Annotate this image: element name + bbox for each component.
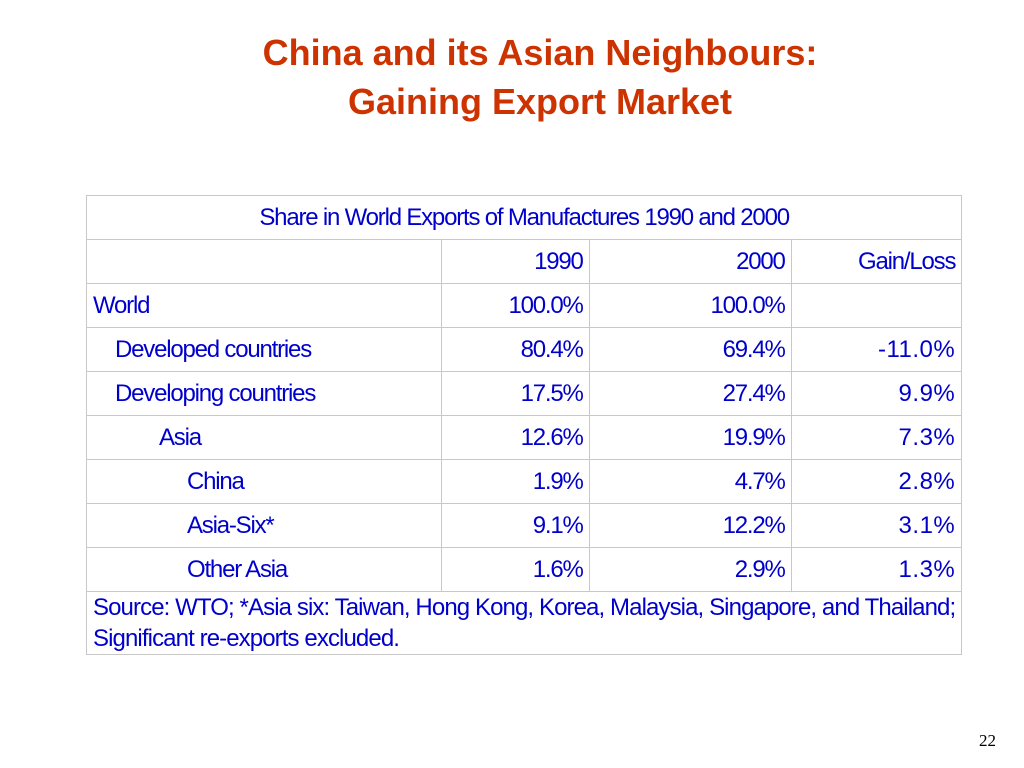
table-row: Developing countries 17.5% 27.4% 9.9% [86, 371, 963, 416]
value-1990: 1.6% [440, 547, 590, 592]
value-gain-loss: -11.0% [790, 327, 963, 372]
table-header-row: 1990 2000 Gain/Loss [86, 239, 963, 284]
value-gain-loss [790, 283, 963, 328]
slide-title-line-1: China and its Asian Neighbours: [262, 32, 818, 73]
row-label: Other Asia [86, 547, 442, 592]
table-row: China 1.9% 4.7% 2.8% [86, 459, 963, 504]
value-1990: 80.4% [440, 327, 590, 372]
value-gain-loss: 2.8% [790, 459, 963, 504]
source-note-line-1: Source: WTO; *Asia six: Taiwan, Hong Kon… [93, 594, 956, 621]
header-cell-label [86, 239, 442, 284]
value-2000: 100.0% [588, 283, 792, 328]
value-2000: 12.2% [588, 503, 792, 548]
header-cell-gain-loss: Gain/Loss [790, 239, 963, 284]
value-gain-loss: 1.3% [790, 547, 963, 592]
table-caption: Share in World Exports of Manufactures 1… [85, 195, 963, 240]
slide-title-line-2: Gaining Export Market [347, 81, 733, 122]
value-2000: 2.9% [588, 547, 792, 592]
source-note: Source: WTO; *Asia six: Taiwan, Hong Kon… [85, 591, 963, 655]
table-row: Developed countries 80.4% 69.4% -11.0% [86, 327, 963, 372]
value-gain-loss: 3.1% [790, 503, 963, 548]
value-1990: 9.1% [440, 503, 590, 548]
value-2000: 4.7% [588, 459, 792, 504]
row-label: China [86, 459, 442, 504]
table-source-row: Source: WTO; *Asia six: Taiwan, Hong Kon… [85, 591, 963, 655]
table-row: Other Asia 1.6% 2.9% 1.3% [86, 547, 963, 592]
row-label: World [86, 283, 442, 328]
header-cell-1990: 1990 [440, 239, 590, 284]
source-note-line-2: Significant re-exports excluded. [93, 625, 400, 652]
value-1990: 17.5% [440, 371, 590, 416]
row-label: Asia [86, 415, 442, 460]
value-gain-loss: 7.3% [790, 415, 963, 460]
row-label: Developing countries [86, 371, 442, 416]
value-1990: 1.9% [440, 459, 590, 504]
row-label: Asia-Six* [86, 503, 442, 548]
table-row: World 100.0% 100.0% [86, 283, 963, 328]
row-label: Developed countries [86, 327, 442, 372]
page-number: 22 [979, 731, 996, 750]
header-cell-2000: 2000 [588, 239, 792, 284]
exports-share-table: Share in World Exports of Manufactures 1… [85, 195, 963, 655]
value-gain-loss: 9.9% [790, 371, 963, 416]
value-1990: 12.6% [440, 415, 590, 460]
table-caption-row: Share in World Exports of Manufactures 1… [85, 195, 963, 240]
table-row: Asia-Six* 9.1% 12.2% 3.1% [86, 503, 963, 548]
value-2000: 69.4% [588, 327, 792, 372]
table-row: Asia 12.6% 19.9% 7.3% [86, 415, 963, 460]
slide-title: China and its Asian Neighbours: Gaining … [0, 28, 1024, 126]
value-2000: 27.4% [588, 371, 792, 416]
value-1990: 100.0% [440, 283, 590, 328]
value-2000: 19.9% [588, 415, 792, 460]
